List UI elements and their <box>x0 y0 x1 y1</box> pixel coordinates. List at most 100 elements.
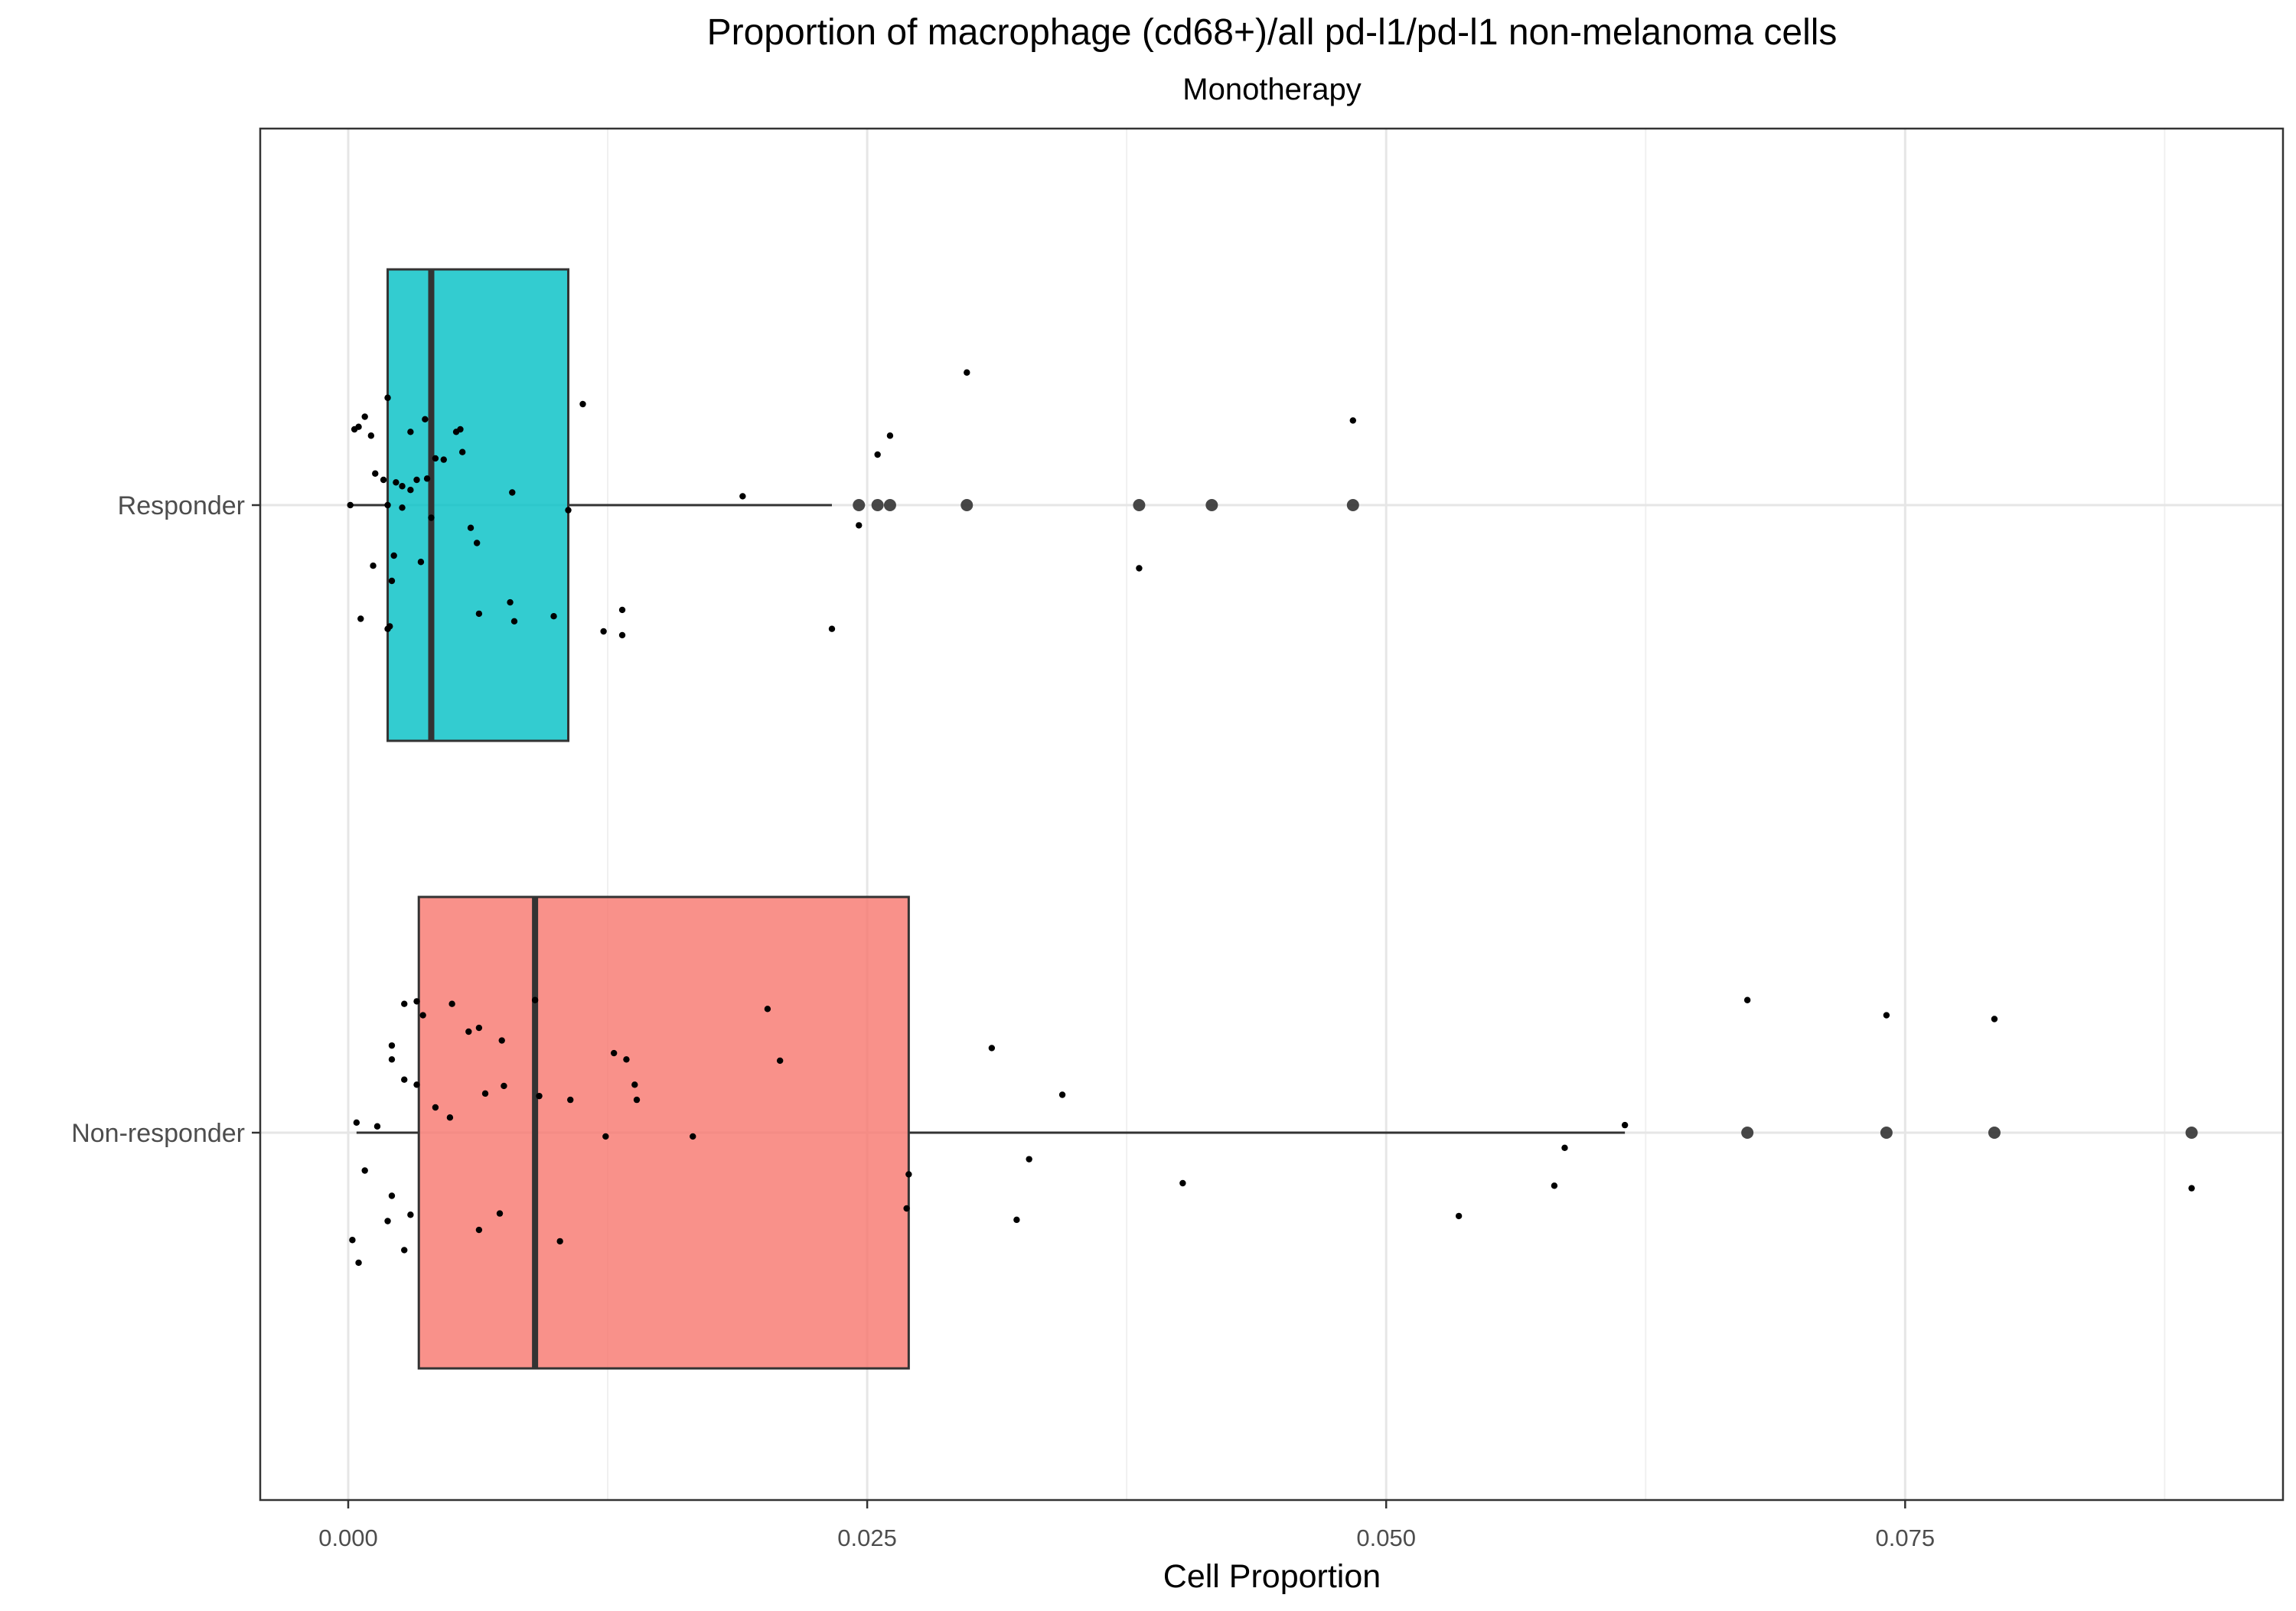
data-point <box>407 1212 414 1218</box>
data-point <box>413 998 420 1005</box>
outlier-point <box>1205 499 1218 511</box>
data-point <box>509 489 516 496</box>
data-point <box>1883 1012 1890 1019</box>
data-point <box>432 1104 439 1111</box>
data-point <box>510 618 518 625</box>
data-point <box>1561 1144 1568 1152</box>
data-point <box>361 1167 368 1174</box>
data-point <box>419 1012 426 1019</box>
data-point <box>1026 1156 1032 1163</box>
chart-subtitle: Monotherapy <box>1182 73 1361 106</box>
data-point <box>475 1024 483 1032</box>
data-point <box>475 610 483 618</box>
data-point <box>373 1123 381 1130</box>
data-point <box>413 476 420 484</box>
data-point <box>498 1037 505 1044</box>
box-non-responder <box>417 895 910 1370</box>
data-point <box>401 1076 408 1083</box>
data-point <box>579 400 586 408</box>
data-point <box>536 1092 543 1100</box>
data-point <box>565 507 572 514</box>
data-point <box>507 598 514 606</box>
data-point <box>631 1081 638 1088</box>
data-point <box>388 1192 396 1199</box>
data-point <box>422 416 429 422</box>
data-point <box>388 577 396 585</box>
data-point <box>367 432 375 439</box>
data-point <box>1743 996 1751 1003</box>
data-point <box>1136 565 1143 572</box>
data-point <box>357 615 364 622</box>
data-point <box>467 524 475 531</box>
data-point <box>384 501 391 509</box>
data-point <box>1013 1216 1020 1224</box>
data-point <box>903 1205 910 1212</box>
data-point <box>388 1056 396 1063</box>
outlier-point <box>853 499 866 511</box>
outlier-point <box>1346 499 1359 511</box>
data-point <box>428 514 435 521</box>
data-point <box>401 1000 408 1007</box>
data-point <box>384 1218 391 1225</box>
data-point <box>446 1114 454 1121</box>
data-point <box>407 487 414 494</box>
data-point <box>988 1045 996 1052</box>
outlier-point <box>883 499 896 511</box>
outlier-point <box>1880 1127 1893 1139</box>
box-responder <box>386 268 570 742</box>
data-point <box>380 476 387 484</box>
y-category-label: Responder <box>118 491 245 520</box>
x-tick-label: 0.025 <box>837 1525 897 1551</box>
outlier-point <box>960 499 974 511</box>
data-point <box>602 1133 609 1140</box>
data-point <box>413 1081 420 1088</box>
x-tick-label: 0.075 <box>1876 1525 1936 1551</box>
data-point <box>370 563 377 569</box>
data-point <box>764 1006 771 1013</box>
data-point <box>531 996 539 1003</box>
data-point <box>349 1237 356 1244</box>
data-point <box>355 1259 362 1267</box>
data-point <box>432 455 439 462</box>
y-category-label: Non-responder <box>71 1119 245 1148</box>
data-point <box>1058 1091 1066 1098</box>
data-point <box>905 1171 912 1178</box>
data-point <box>856 522 863 529</box>
data-point <box>1455 1212 1463 1220</box>
data-point <box>501 1082 507 1090</box>
data-point <box>567 1096 574 1104</box>
data-point <box>399 504 406 511</box>
data-point <box>1991 1016 1998 1022</box>
outlier-point <box>1988 1127 2001 1139</box>
data-point <box>496 1210 504 1217</box>
data-point <box>353 1119 360 1127</box>
data-point <box>465 1028 472 1035</box>
axis-layer: 0.000 0.025 0.050 0.075 Responder Non-respond… <box>71 491 1935 1551</box>
data-point <box>600 628 607 635</box>
data-point <box>1621 1121 1629 1129</box>
chart-title: Proportion of macrophage (cd68+)/all pd-… <box>707 12 1838 53</box>
data-point <box>618 631 626 639</box>
data-point <box>1551 1182 1558 1189</box>
data-point <box>407 429 414 435</box>
data-point <box>1349 417 1357 424</box>
data-point <box>556 1238 563 1245</box>
grid-layer <box>260 129 2283 1500</box>
data-point <box>386 623 393 630</box>
x-tick-label: 0.000 <box>318 1525 378 1551</box>
data-point <box>690 1133 696 1140</box>
data-point <box>384 394 391 401</box>
data-point <box>393 479 400 486</box>
data-point <box>458 448 466 455</box>
data-point <box>874 451 881 458</box>
data-point <box>481 1090 489 1097</box>
x-tick-label: 0.050 <box>1356 1525 1416 1551</box>
data-point <box>2188 1185 2195 1192</box>
panel-border <box>259 127 2285 1502</box>
outlier-point <box>2185 1127 2198 1139</box>
data-point <box>401 1247 408 1254</box>
data-point <box>399 483 406 490</box>
